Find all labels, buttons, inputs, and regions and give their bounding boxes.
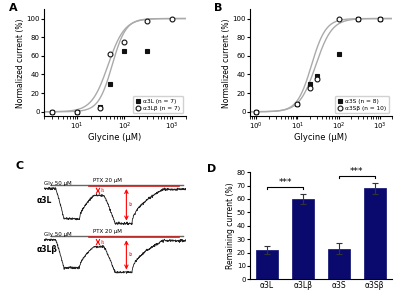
Bar <box>364 188 386 279</box>
Text: I₁: I₁ <box>100 239 104 245</box>
X-axis label: Glycine (μM): Glycine (μM) <box>294 133 348 142</box>
Text: D: D <box>207 164 216 173</box>
Bar <box>328 249 350 279</box>
Y-axis label: Remaining current (%): Remaining current (%) <box>226 182 236 269</box>
Text: PTX 20 µM: PTX 20 µM <box>94 229 122 234</box>
Text: C: C <box>16 161 24 171</box>
X-axis label: Glycine (μM): Glycine (μM) <box>88 133 142 142</box>
Text: Gly 50 µM: Gly 50 µM <box>44 232 72 237</box>
Y-axis label: Normalized current (%): Normalized current (%) <box>16 18 25 107</box>
Text: I₁: I₁ <box>100 188 104 193</box>
Text: I₂: I₂ <box>128 202 133 207</box>
Text: B: B <box>214 3 223 13</box>
Text: I₂: I₂ <box>128 252 133 257</box>
Text: PTX 20 µM: PTX 20 µM <box>94 178 122 183</box>
Legend: α3L (n = 7), α3Lβ (n = 7): α3L (n = 7), α3Lβ (n = 7) <box>133 96 183 114</box>
Y-axis label: Normalized current (%): Normalized current (%) <box>222 18 231 107</box>
Text: ***: *** <box>278 177 292 187</box>
Bar <box>292 199 314 279</box>
Text: A: A <box>8 3 17 13</box>
Text: α3Lβ: α3Lβ <box>37 245 58 254</box>
Bar <box>256 250 278 279</box>
Text: ***: *** <box>350 167 364 176</box>
Text: α3L: α3L <box>37 196 52 205</box>
Text: Gly 50 µM: Gly 50 µM <box>44 181 72 186</box>
Legend: α3S (n = 8), α3Sβ (n = 10): α3S (n = 8), α3Sβ (n = 10) <box>335 96 389 114</box>
